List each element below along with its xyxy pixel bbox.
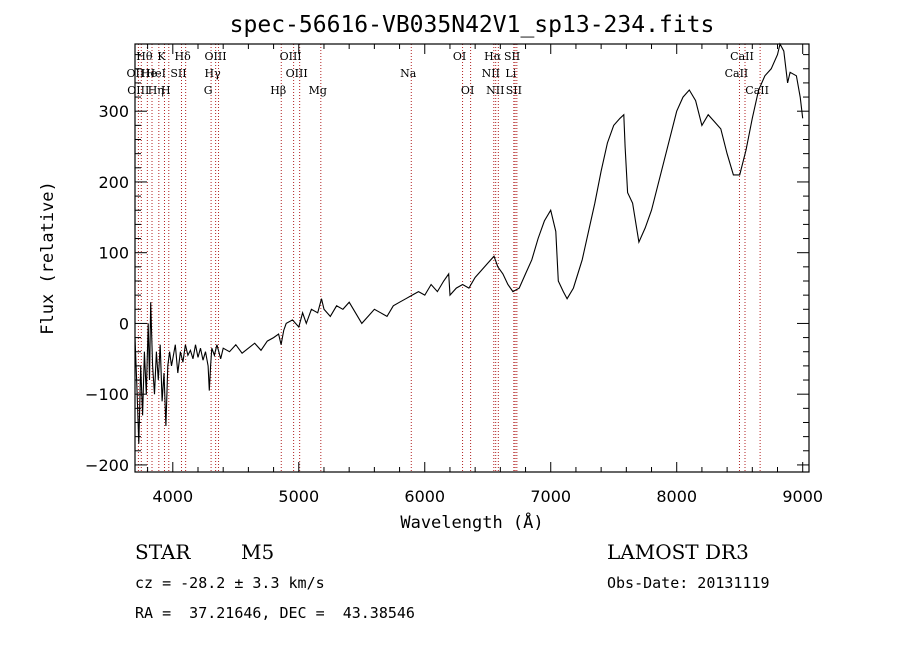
line-label: He — [141, 67, 157, 80]
line-label: OI — [461, 84, 474, 97]
y-tick-label: 0 — [119, 314, 129, 333]
y-axis-ticks: −200 −100 0 100 200 300 — [85, 54, 809, 475]
line-label: Hα — [484, 50, 502, 63]
line-label: SII — [504, 50, 520, 63]
survey-name: LAMOST DR3 — [607, 540, 749, 564]
spectral-subclass: M5 — [241, 540, 275, 564]
y-axis-label: Flux (relative) — [38, 181, 58, 335]
line-label: OIII — [204, 50, 226, 63]
line-label: Hη — [148, 84, 164, 97]
y-tick-label: 300 — [98, 102, 129, 121]
line-label: NII — [486, 84, 504, 97]
line-label: G — [204, 84, 213, 97]
object-type: STAR — [135, 540, 191, 564]
line-label: CaII — [725, 67, 749, 80]
x-tick-label: 5000 — [278, 487, 319, 506]
line-label: NII — [482, 67, 500, 80]
y-tick-label: −200 — [85, 456, 129, 475]
line-label: SII — [506, 84, 522, 97]
y-tick-label: 100 — [98, 244, 129, 263]
x-tick-label: 8000 — [656, 487, 697, 506]
line-label: Mg — [309, 84, 327, 97]
line-label: HeI — [146, 67, 166, 80]
line-label: Na — [400, 67, 417, 80]
line-label: OIII — [127, 84, 149, 97]
x-tick-label: 6000 — [404, 487, 445, 506]
line-label: Li — [505, 67, 516, 80]
spectrum-line — [134, 42, 804, 444]
line-label: OI — [453, 50, 466, 63]
x-axis-ticks: 4000 5000 6000 7000 8000 9000 — [147, 44, 823, 506]
plot-frame — [134, 43, 810, 473]
redshift-velocity: cz = -28.2 ± 3.3 km/s — [135, 574, 325, 592]
x-tick-label: 7000 — [530, 487, 571, 506]
coordinates: RA = 37.21646, DEC = 43.38546 — [135, 604, 415, 622]
line-label: OIII — [280, 50, 302, 63]
line-label: OIII — [286, 67, 308, 80]
x-axis-label: Wavelength (Å) — [400, 511, 543, 533]
line-label: H — [161, 84, 171, 97]
y-tick-label: −100 — [85, 385, 129, 404]
line-label: Hθ — [136, 50, 153, 63]
x-tick-label: 4000 — [152, 487, 193, 506]
observation-date: Obs-Date: 20131119 — [607, 574, 770, 592]
line-label: CaII — [745, 84, 769, 97]
emission-line-markers — [137, 44, 761, 472]
y-tick-label: 200 — [98, 173, 129, 192]
line-label: Hβ — [270, 84, 286, 97]
line-label: Hγ — [205, 67, 222, 80]
line-label: CaII — [730, 50, 754, 63]
line-label: Hδ — [175, 50, 192, 63]
chart-title: spec-56616-VB035N42V1_sp13-234.fits — [230, 12, 715, 38]
x-tick-label: 9000 — [782, 487, 823, 506]
line-label: K — [157, 50, 166, 63]
line-label: SII — [170, 67, 186, 80]
